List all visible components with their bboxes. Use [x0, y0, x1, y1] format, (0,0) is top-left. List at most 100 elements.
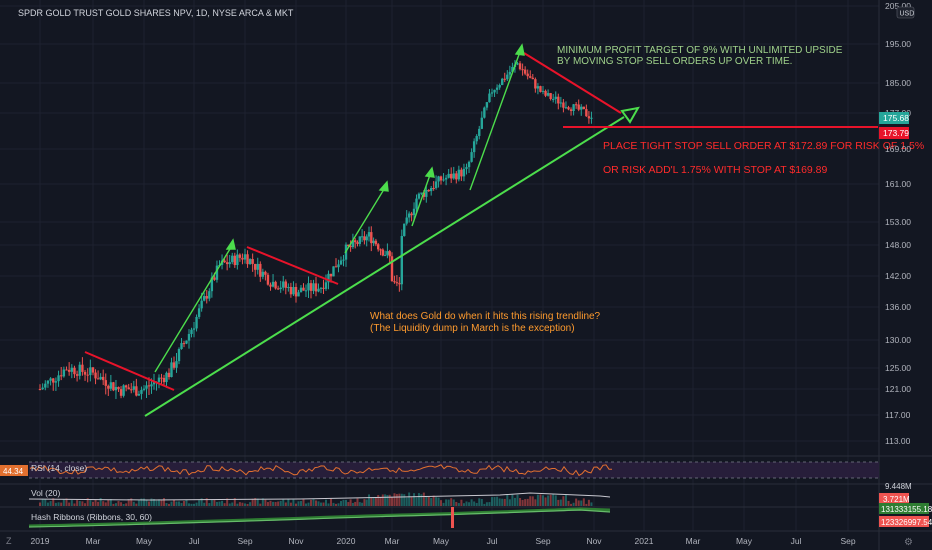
- volume-bar: [62, 499, 65, 506]
- volume-bar: [539, 494, 542, 506]
- volume-bar: [81, 501, 84, 506]
- volume-bar: [519, 498, 522, 506]
- volume-bar: [351, 502, 354, 506]
- volume-bar: [99, 498, 102, 506]
- volume-bar: [241, 502, 244, 506]
- time-tick-label: Nov: [288, 536, 304, 546]
- question-note-line-1: What does Gold do when it hits this risi…: [370, 311, 601, 322]
- rsi-pane[interactable]: RSI (14, close) 44.34: [0, 455, 932, 479]
- candle: [521, 63, 524, 76]
- candle: [195, 314, 198, 332]
- volume-value-2: 3.721M: [883, 495, 910, 504]
- resistance-line-1[interactable]: [84, 351, 175, 391]
- volume-value-1: 9.448M: [885, 482, 912, 491]
- candle: [292, 281, 295, 296]
- resistance-line-3[interactable]: [523, 52, 622, 114]
- candle: [439, 175, 443, 185]
- volume-bar: [450, 498, 453, 506]
- time-tick-label: Nov: [586, 536, 602, 546]
- candle: [142, 385, 146, 392]
- candle: [403, 223, 406, 237]
- volume-bar: [405, 497, 408, 506]
- candle: [112, 381, 115, 392]
- candle: [254, 263, 257, 277]
- time-axis[interactable]: 2019 Mar May Jul Sep Nov 2020 Mar May Jul Sep Nov 20…: [31, 536, 856, 546]
- volume-bar: [526, 498, 529, 506]
- volume-bar: [442, 502, 445, 506]
- candle: [248, 258, 252, 265]
- volume-bar: [462, 503, 465, 506]
- candle: [400, 229, 403, 291]
- volume-bar: [125, 503, 128, 506]
- candle: [162, 374, 166, 386]
- candle: [559, 96, 563, 108]
- volume-bar: [185, 499, 188, 506]
- volume-bar: [386, 494, 389, 506]
- volume-bar: [282, 499, 285, 506]
- price-tick-label: 205.00: [885, 1, 911, 11]
- time-tick-label: May: [136, 536, 153, 546]
- volume-bar: [534, 499, 537, 506]
- time-tick-label: Sep: [840, 536, 855, 546]
- volume-bar: [153, 499, 155, 506]
- volume-bar: [577, 500, 580, 506]
- symbol-title[interactable]: SPDR GOLD TRUST GOLD SHARES NPV, 1D, NYS…: [18, 8, 294, 18]
- volume-bar: [529, 496, 532, 506]
- candle: [386, 243, 389, 259]
- volume-bar: [200, 498, 203, 506]
- candle: [523, 66, 527, 76]
- volume-bar: [310, 499, 312, 506]
- volume-bar: [445, 499, 448, 506]
- volume-pane[interactable]: Vol (20) 9.448M 3.721M: [0, 482, 932, 506]
- zoom-icon[interactable]: Z: [6, 536, 12, 546]
- volume-bar: [498, 498, 501, 506]
- volume-bar: [452, 499, 455, 506]
- volume-bar: [246, 503, 249, 506]
- volume-bar: [544, 497, 547, 506]
- volume-bar: [238, 502, 241, 506]
- volume-bar: [264, 499, 267, 506]
- currency-badge[interactable]: [896, 6, 915, 19]
- candle: [60, 366, 63, 381]
- volume-bar: [277, 501, 280, 506]
- candle: [282, 275, 285, 291]
- candle: [287, 283, 290, 292]
- volume-bar: [440, 500, 442, 506]
- price-tick-label: 161.00: [885, 179, 911, 189]
- candle: [516, 61, 519, 66]
- resistance-line-2[interactable]: [246, 246, 339, 285]
- candle: [132, 380, 135, 393]
- volume-bar: [501, 498, 504, 506]
- candle: [135, 378, 138, 397]
- volume-bar: [475, 502, 478, 506]
- candle: [314, 276, 318, 297]
- volume-bar: [112, 503, 115, 506]
- candle: [210, 272, 214, 298]
- volume-bar: [391, 497, 393, 506]
- candle: [470, 148, 473, 163]
- volume-bar: [455, 501, 458, 506]
- candle: [243, 248, 247, 264]
- volume-bar: [272, 501, 275, 506]
- volume-bar: [120, 502, 123, 506]
- settings-icon[interactable]: ⚙: [904, 537, 913, 548]
- hash-ribbons-pane[interactable]: Hash Ribbons (Ribbons, 30, 60) 131333155…: [0, 503, 932, 528]
- volume-bar: [488, 502, 491, 506]
- volume-bar: [223, 503, 226, 506]
- candle: [114, 379, 118, 400]
- candle: [478, 125, 481, 140]
- volume-bar: [122, 503, 125, 506]
- price-axis[interactable]: 205.00195.00185.00177.00169.00161.00153.…: [885, 1, 911, 446]
- candle: [434, 175, 438, 190]
- rising-trendline[interactable]: [144, 116, 625, 417]
- volume-bar: [483, 503, 486, 506]
- volume-bar: [158, 499, 160, 506]
- volume-bar: [388, 494, 391, 506]
- drawing-lines[interactable]: [84, 43, 878, 417]
- candle: [493, 89, 496, 97]
- candle: [62, 366, 66, 378]
- candle: [590, 111, 593, 124]
- volume-bar: [317, 501, 320, 506]
- volume-bar: [160, 499, 163, 506]
